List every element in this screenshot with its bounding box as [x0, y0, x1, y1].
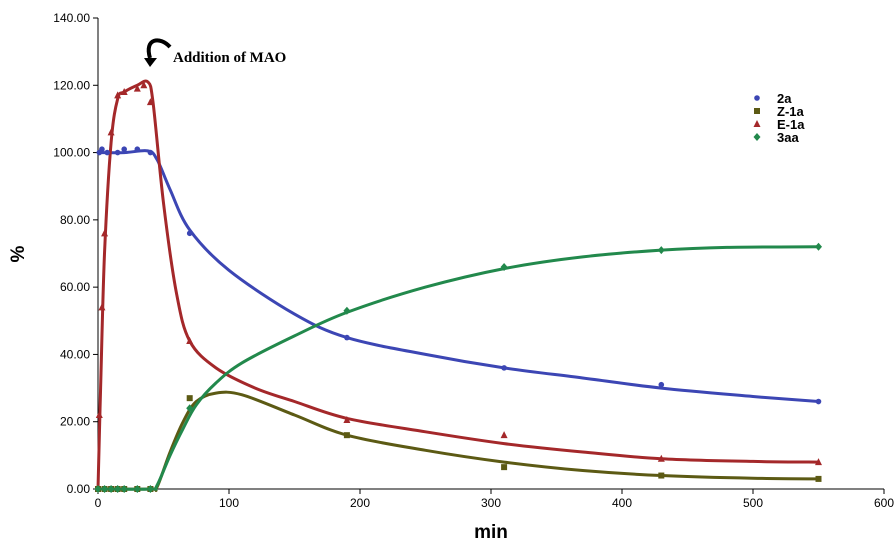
data-point-e-1a [146, 98, 154, 106]
data-point-e-1a [98, 303, 106, 311]
arrow-head-icon [144, 58, 157, 67]
annotation: Addition of MAO [144, 38, 286, 67]
annotation-text: Addition of MAO [173, 50, 286, 66]
legend-label-e-1a: E-1a [777, 117, 805, 132]
y-tick-label: 20.00 [60, 415, 90, 429]
y-axis-title: % [8, 245, 29, 262]
x-tick-label: 0 [95, 496, 102, 510]
data-point-2a [186, 230, 193, 237]
legend-label-z-1a: Z-1a [777, 104, 805, 119]
y-tick-label: 80.00 [60, 213, 90, 227]
x-tick-label: 600 [874, 496, 894, 510]
data-point-3aa [500, 262, 508, 271]
series-e-1a-curve [96, 79, 819, 490]
legend-item-e-1a: E-1a [753, 117, 805, 132]
x-tick-label: 100 [219, 496, 239, 510]
data-point-e-1a [114, 91, 122, 99]
legend-marker-z-1a [754, 108, 760, 114]
series-3aa-curve [97, 245, 819, 491]
data-point-e-1a [657, 454, 665, 462]
data-point-e-1a [186, 336, 194, 344]
data-point-z-1a [343, 432, 350, 439]
data-point-2a [344, 334, 350, 341]
x-ticks: 0 100 200 300 400 500 600 [95, 489, 894, 510]
y-tick-label: 100.00 [53, 146, 90, 160]
data-point-z-1a [658, 472, 665, 479]
legend-item-2a: 2a [754, 91, 792, 106]
data-point-2a [134, 146, 141, 153]
data-point-e-1a [101, 229, 109, 237]
data-point-3aa [101, 485, 109, 493]
series-2a-points [96, 146, 822, 405]
data-point-3aa [107, 485, 115, 493]
legend-marker-e-1a [753, 120, 761, 127]
data-point-3aa [94, 485, 102, 493]
data-point-z-1a [186, 395, 193, 402]
fit-curves [96, 79, 819, 492]
data-point-e-1a [140, 81, 148, 89]
data-point-2a [147, 149, 154, 156]
y-tick-label: 40.00 [60, 347, 90, 361]
data-point-3aa [120, 485, 128, 493]
x-axis-title: min [474, 522, 508, 543]
data-point-3aa [133, 485, 141, 493]
data-point-3aa [114, 485, 122, 493]
x-axis: 0 100 200 300 400 500 600 [95, 488, 894, 510]
series-2a-curve [97, 149, 819, 403]
data-point-2a [501, 365, 507, 371]
legend-item-z-1a: Z-1a [754, 104, 805, 119]
y-tick-label: 0.00 [67, 482, 91, 496]
x-tick-label: 400 [612, 496, 632, 510]
data-point-e-1a [133, 84, 141, 92]
data-point-e-1a [500, 431, 508, 439]
data-point-2a [121, 146, 127, 153]
data-point-3aa [657, 246, 665, 255]
y-ticks: 0.00 20.00 40.00 60.00 80.00 100.00 120.00 140.… [53, 11, 98, 496]
data-point-e-1a [120, 88, 128, 96]
series-3aa-points [94, 242, 822, 493]
x-tick-label: 200 [350, 496, 370, 510]
x-tick-label: 300 [481, 496, 501, 510]
data-point-e-1a [815, 458, 822, 466]
legend-marker-3aa [753, 133, 761, 141]
y-tick-label: 60.00 [60, 280, 90, 294]
data-point-z-1a [501, 464, 508, 471]
data-point-e-1a [107, 128, 115, 136]
legend-item-3aa: 3aa [753, 130, 799, 145]
data-point-2a [114, 149, 121, 156]
data-point-2a [99, 146, 105, 153]
y-tick-label: 120.00 [53, 78, 90, 92]
curved-arrow-icon [146, 38, 172, 59]
x-tick-label: 500 [743, 496, 763, 510]
data-point-3aa [146, 485, 154, 493]
legend-marker-2a [754, 95, 760, 101]
series-e-1a-points [95, 81, 822, 466]
data-point-2a [104, 149, 110, 156]
data-point-3aa [343, 306, 351, 315]
legend-label-3aa: 3aa [777, 130, 799, 145]
data-point-z-1a [815, 475, 822, 482]
data-point-e-1a [343, 416, 351, 424]
data-point-2a [815, 398, 822, 405]
data-point-3aa [186, 404, 194, 413]
series-z-1a-curve [97, 390, 819, 492]
data-point-e-1a [95, 410, 103, 418]
data-point-3aa [815, 242, 822, 251]
data-markers [94, 81, 822, 493]
data-point-2a [658, 381, 665, 388]
y-tick-label: 140.00 [53, 11, 90, 25]
legend-label-2a: 2a [777, 91, 792, 106]
y-axis: 0.00 20.00 40.00 60.00 80.00 100.00 120.00 140.… [53, 11, 99, 496]
